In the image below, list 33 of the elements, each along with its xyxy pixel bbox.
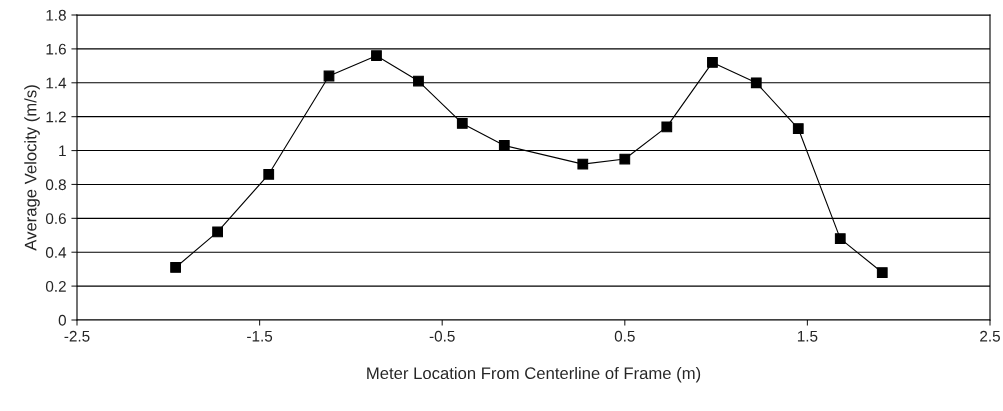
- point: [263, 168, 275, 180]
- point: [876, 267, 888, 278]
- point: [792, 123, 804, 134]
- x-tick-label: -1.5: [247, 330, 273, 342]
- point: [619, 153, 631, 165]
- point: [707, 57, 718, 68]
- x-tick-label: -0.5: [429, 330, 455, 342]
- point: [413, 75, 424, 87]
- x-axis-title: Meter Location From Centerline of Frame (m): [367, 366, 701, 383]
- x-tick-label: 1.5: [797, 330, 818, 342]
- y-tick-label: 0.6: [45, 213, 66, 225]
- x-tick-label: 2.5: [980, 330, 1000, 342]
- point: [456, 118, 468, 129]
- y-tick-label: 0.4: [45, 247, 67, 258]
- y-axis-title: Average Velocity (m/s): [24, 85, 40, 251]
- y-tick-label: 1.6: [46, 43, 66, 55]
- point: [577, 158, 589, 170]
- point: [834, 233, 846, 245]
- y-tick-label: 1.8: [46, 9, 66, 21]
- point: [498, 140, 510, 151]
- point: [750, 77, 762, 89]
- y-tick-label: 1: [59, 145, 66, 157]
- point: [371, 50, 382, 62]
- y-tick-label: 1.2: [46, 111, 66, 123]
- y-tick-label: 1.4: [46, 77, 67, 89]
- y-tick-label: 0.2: [45, 280, 66, 292]
- point: [170, 262, 181, 273]
- y-tick-label: 0: [58, 314, 66, 326]
- point: [661, 121, 673, 133]
- y-tick-label: 0.8: [45, 179, 66, 191]
- point: [212, 226, 223, 238]
- x-tick-label: 0.5: [614, 330, 635, 342]
- x-tick-label: -2.5: [64, 330, 90, 342]
